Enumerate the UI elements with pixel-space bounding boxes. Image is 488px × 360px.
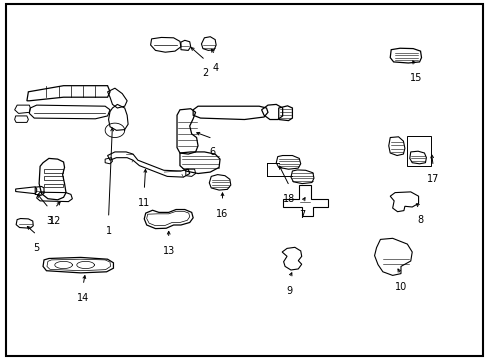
Text: 12: 12	[48, 216, 61, 226]
Text: 18: 18	[283, 194, 295, 204]
Text: 4: 4	[212, 63, 218, 73]
Text: 9: 9	[286, 286, 292, 296]
Text: 2: 2	[202, 68, 208, 78]
Text: 5: 5	[34, 243, 40, 253]
Text: 6: 6	[209, 147, 215, 157]
Text: 7: 7	[299, 210, 305, 220]
Text: 3: 3	[46, 216, 52, 226]
Text: 8: 8	[417, 215, 423, 225]
Text: 13: 13	[162, 246, 175, 256]
Text: 10: 10	[394, 282, 407, 292]
Text: 11: 11	[138, 198, 150, 208]
Text: 17: 17	[426, 174, 439, 184]
Text: 16: 16	[216, 209, 228, 219]
Text: 1: 1	[105, 226, 111, 236]
Text: 14: 14	[77, 293, 89, 303]
Text: 15: 15	[408, 73, 421, 84]
